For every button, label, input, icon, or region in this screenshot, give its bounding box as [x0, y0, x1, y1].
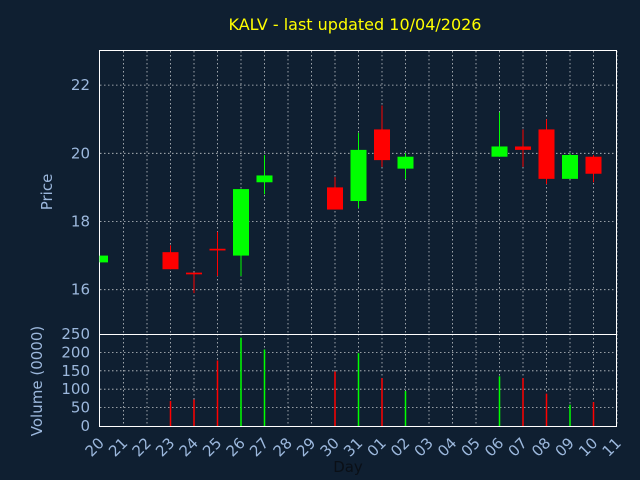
volume-bar: [169, 400, 172, 426]
volume-bar: [357, 353, 360, 426]
candle-body: [350, 149, 367, 202]
candle-body: [327, 187, 343, 210]
volume-bar: [334, 371, 336, 426]
candle-body: [491, 146, 508, 157]
candle-body: [186, 272, 202, 275]
volume-bars: [169, 337, 595, 426]
price-panel: 16 18 20 22 Price: [38, 50, 618, 335]
volume-bar: [263, 349, 266, 426]
volume-y-tick-label: 150: [61, 362, 90, 380]
x-axis-label: Day: [333, 458, 363, 476]
price-y-axis-label: Price: [38, 174, 56, 211]
price-y-tick-label: 20: [71, 144, 90, 162]
candle-body: [162, 252, 179, 270]
volume-bar: [404, 391, 407, 426]
volume-bar: [216, 360, 219, 426]
price-y-tick-label: 16: [71, 281, 90, 299]
price-y-tick-label: 18: [71, 212, 90, 230]
candle-body: [562, 154, 578, 179]
volume-bar: [240, 337, 242, 426]
candle-body: [209, 248, 226, 251]
x-tick-labels: 2021222324252627282930310102030405060708…: [82, 434, 625, 460]
volume-bar: [592, 402, 595, 426]
volume-y-tick-label: 0: [80, 417, 90, 435]
candle-body: [515, 146, 531, 150]
volume-bar: [569, 404, 571, 426]
volume-y-axis-label: Volume (0000): [28, 326, 46, 436]
volume-bar: [545, 393, 548, 426]
volume-panel-frame: [99, 334, 617, 427]
candles: [99, 105, 602, 294]
candle-body: [538, 129, 555, 179]
volume-bar: [498, 376, 501, 426]
price-y-tick-label: 22: [71, 76, 90, 94]
volume-bar: [193, 399, 195, 426]
volume-y-tick-label: 100: [61, 380, 90, 398]
volume-y-tick-label: 250: [61, 325, 90, 343]
volume-bar: [381, 378, 383, 426]
volume-y-tick-label: 50: [71, 399, 90, 417]
candle-body: [256, 175, 273, 183]
candle-body: [374, 129, 390, 161]
candle-body: [100, 255, 108, 263]
candle-body: [397, 156, 414, 169]
candle-body: [585, 156, 602, 174]
volume-bar: [522, 378, 524, 426]
price-y-tick-labels: 16 18 20 22: [71, 76, 90, 299]
volume-y-tick-label: 200: [61, 343, 90, 361]
candle-body: [233, 189, 249, 256]
chart-title: KALV - last updated 10/04/2026: [229, 15, 482, 34]
